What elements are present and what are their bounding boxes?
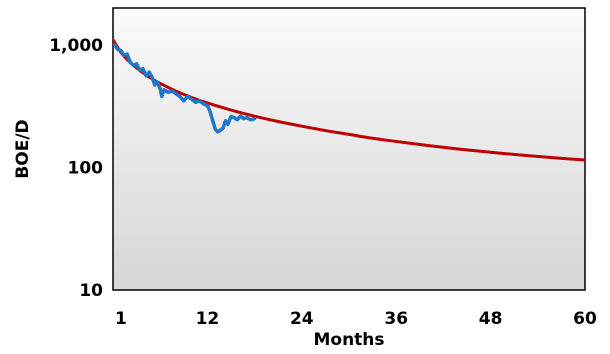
x-axis-label: Months — [313, 330, 384, 350]
x-tick-label: 24 — [290, 309, 314, 329]
x-tick-label: 1 — [115, 309, 127, 329]
x-tick-label: 12 — [196, 309, 220, 329]
x-tick-label: 36 — [384, 309, 408, 329]
series-layer — [113, 38, 585, 162]
y-axis-label: BOE/D — [13, 119, 33, 178]
y-tick-label: 100 — [68, 158, 104, 178]
y-tick-labels: 10 100 1,000 — [49, 36, 103, 301]
plot-area — [112, 7, 586, 291]
x-tick-label: 60 — [573, 309, 597, 329]
y-tick-label: 10 — [79, 281, 103, 301]
x-tick-labels: 1 12 24 36 48 60 — [115, 309, 597, 329]
y-tick-label: 1,000 — [49, 36, 103, 56]
actual-production-line — [113, 43, 257, 134]
x-tick-label: 48 — [479, 309, 503, 329]
